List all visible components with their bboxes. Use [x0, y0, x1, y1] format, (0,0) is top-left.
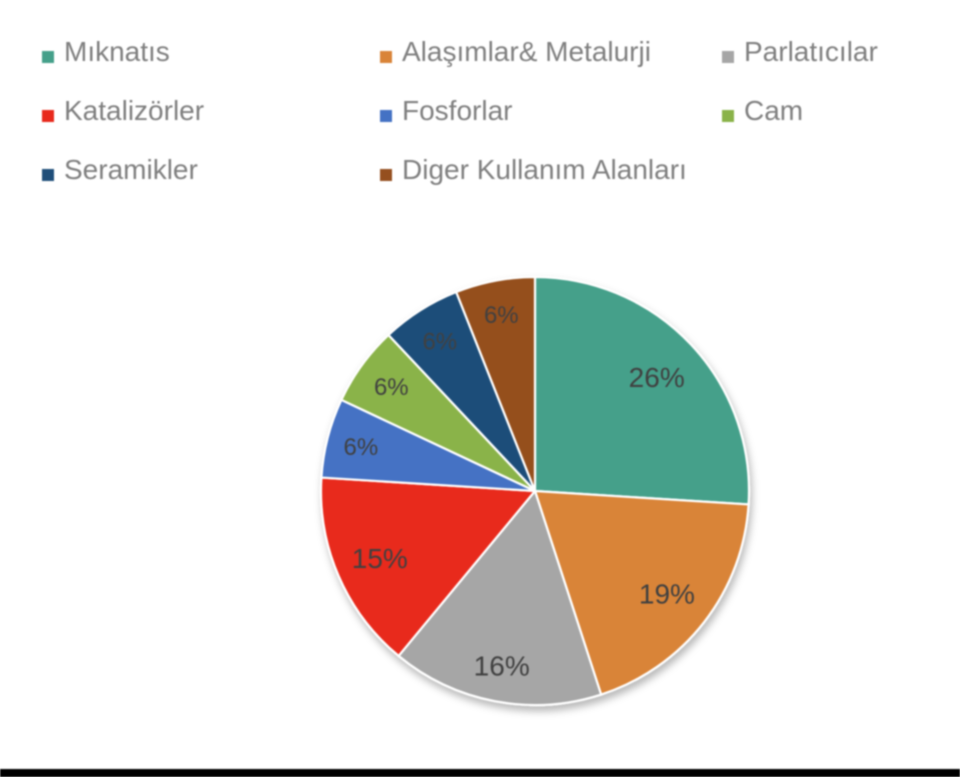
svg-text:6%: 6% [344, 434, 379, 461]
svg-text:6%: 6% [374, 374, 409, 401]
svg-text:26%: 26% [629, 362, 685, 393]
svg-text:6%: 6% [484, 302, 519, 329]
svg-text:19%: 19% [639, 578, 695, 609]
svg-text:16%: 16% [474, 651, 530, 682]
svg-text:6%: 6% [422, 329, 457, 356]
svg-text:15%: 15% [352, 543, 408, 574]
